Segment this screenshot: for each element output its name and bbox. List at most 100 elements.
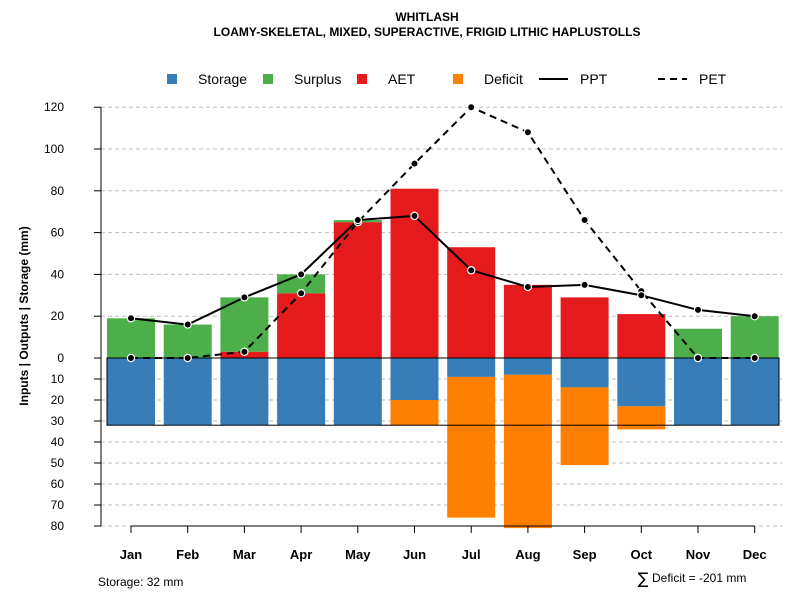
pet-point — [523, 128, 533, 137]
legend-label: Deficit — [484, 71, 523, 87]
storage-bar — [674, 358, 722, 426]
aet-bar — [333, 222, 382, 358]
surplus-bar — [730, 316, 779, 358]
ppt-point — [693, 305, 703, 315]
y-tick-label: 40 — [51, 267, 65, 281]
legend-item-surplus: Surplus — [263, 71, 341, 87]
legend-label: PPT — [580, 71, 608, 87]
surplus-bar — [107, 318, 155, 358]
aet-bar — [277, 293, 326, 358]
pet-point — [126, 353, 136, 363]
pet-point — [183, 353, 192, 363]
ppt-point — [296, 270, 306, 279]
surplus-swatch — [263, 74, 273, 84]
legend-item-aet: AET — [357, 71, 416, 87]
ppt-point — [523, 282, 533, 292]
storage-bar — [333, 358, 382, 426]
legend-label: PET — [699, 71, 727, 87]
lines-layer — [126, 102, 759, 363]
aet-swatch — [357, 74, 367, 84]
ppt-point — [637, 291, 646, 300]
surplus-bar — [220, 297, 269, 352]
y-tick-label: 50 — [51, 456, 65, 470]
legend-label: Storage — [198, 71, 247, 87]
ppt-point — [410, 211, 419, 221]
storage-bar — [447, 358, 496, 377]
chart-legend: Storage Surplus AET Deficit PPT PET — [167, 71, 727, 87]
y-tick-label: 70 — [51, 498, 65, 512]
deficit-bar — [560, 387, 609, 466]
x-tick-label: Apr — [290, 547, 312, 562]
deficit-bar — [390, 400, 439, 426]
pet-point — [410, 159, 419, 168]
x-tick-label: Aug — [515, 547, 540, 562]
legend-item-storage: Storage — [167, 71, 247, 87]
pet-point — [693, 353, 703, 363]
x-tick-label: Sep — [573, 547, 597, 562]
storage-bar — [503, 358, 552, 375]
y-tick-label: 0 — [57, 351, 64, 365]
storage-bar — [107, 358, 155, 426]
ppt-point — [580, 280, 589, 290]
y-tick-label: 120 — [44, 100, 64, 114]
ppt-point — [126, 314, 136, 323]
deficit-bar — [503, 374, 552, 529]
x-tick-label: Mar — [233, 547, 256, 562]
surplus-bar — [674, 328, 722, 358]
y-axis: 0 20 40 60 80 100 120 10 20 30 40 50 60 70 80 — [44, 100, 102, 533]
x-tick-label: Jun — [403, 547, 426, 562]
ppt-point — [353, 215, 362, 225]
storage-swatch — [167, 74, 177, 84]
x-tick-label: Jul — [462, 547, 481, 562]
ppt-point — [467, 266, 476, 275]
storage-bar — [220, 358, 269, 426]
pet-point — [580, 215, 589, 225]
legend-label: AET — [388, 71, 416, 87]
ppt-point — [183, 320, 192, 329]
y-tick-label: 80 — [51, 519, 65, 533]
x-tick-label: May — [345, 547, 371, 562]
deficit-swatch — [453, 74, 463, 84]
bars-layer — [106, 188, 780, 529]
ppt-line — [130, 214, 755, 326]
aet-bar — [617, 314, 666, 358]
y-tick-label: 100 — [44, 142, 64, 156]
x-tick-label: Nov — [686, 547, 711, 562]
aet-bar — [503, 284, 552, 358]
storage-footnote: Storage: 32 mm — [98, 575, 183, 589]
pet-point — [240, 347, 249, 356]
storage-bar — [560, 358, 609, 388]
x-tick-label: Jan — [120, 547, 142, 562]
chart-title: WHITLASH — [395, 10, 458, 24]
legend-item-ppt: PPT — [539, 71, 608, 87]
chart-subtitle: LOAMY-SKELETAL, MIXED, SUPERACTIVE, FRIG… — [214, 25, 641, 39]
legend-item-deficit: Deficit — [453, 71, 523, 87]
x-tick-label: Dec — [743, 547, 767, 562]
storage-bar — [390, 358, 439, 400]
surplus-bar — [163, 324, 212, 358]
deficit-footnote: Deficit = -201 mm — [652, 571, 746, 585]
storage-bar — [617, 358, 666, 407]
legend-item-pet: PET — [658, 71, 727, 87]
y-tick-label: 60 — [51, 477, 65, 491]
y-axis-label: Inputs | Outputs | Storage (mm) — [17, 226, 31, 405]
sum-icon: ∑ — [638, 569, 649, 588]
storage-bar — [163, 358, 212, 426]
x-axis: Jan Feb Mar Apr May Jun Jul Aug Sep Oct Nov Dec — [120, 525, 767, 562]
pet-point — [750, 353, 759, 363]
y-tick-label: 20 — [51, 309, 65, 323]
aet-bar — [447, 247, 496, 358]
x-tick-label: Oct — [630, 547, 652, 562]
deficit-bar — [617, 406, 666, 430]
legend-label: Surplus — [294, 71, 341, 87]
y-tick-label: 60 — [51, 226, 65, 240]
pet-point — [467, 102, 476, 112]
y-tick-label: 30 — [51, 414, 65, 428]
storage-bar — [277, 358, 326, 426]
storage-bar — [730, 358, 779, 426]
y-tick-label: 20 — [51, 393, 65, 407]
y-tick-label: 10 — [51, 372, 65, 386]
ppt-point — [240, 293, 249, 302]
y-tick-label: 40 — [51, 435, 65, 449]
y-tick-label: 80 — [51, 184, 65, 198]
